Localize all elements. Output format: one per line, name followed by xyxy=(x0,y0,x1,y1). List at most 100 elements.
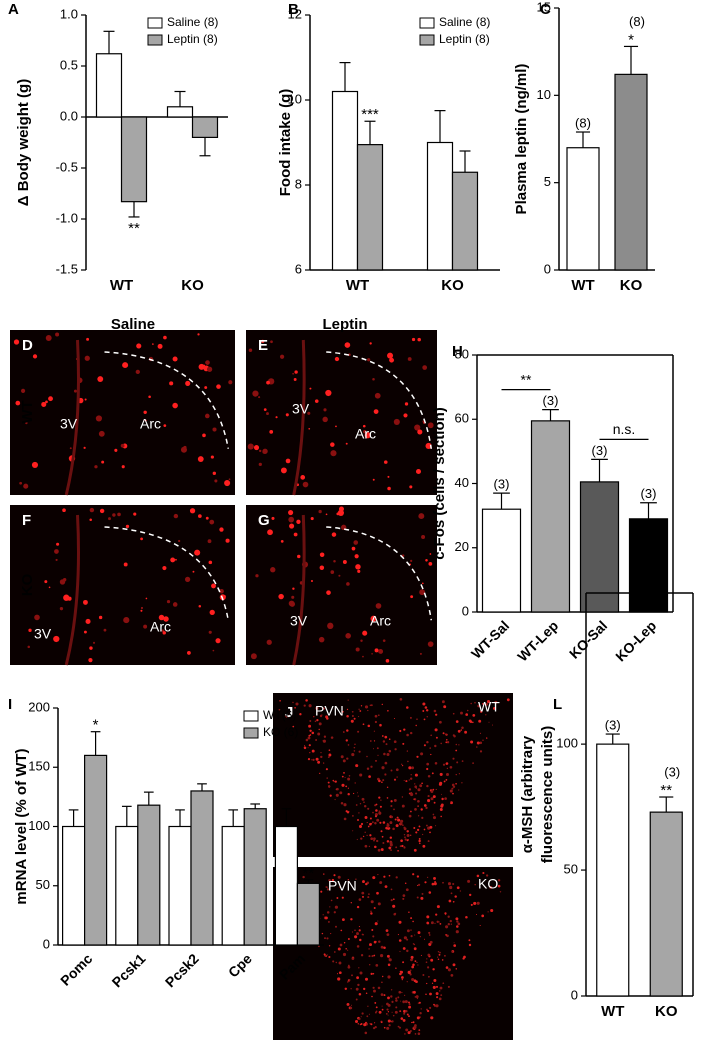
panel-letter: F xyxy=(22,512,31,529)
fiber-dot xyxy=(423,718,426,721)
fiber-dot xyxy=(390,888,393,891)
fiber-dot xyxy=(370,912,373,915)
fiber-dot xyxy=(402,961,405,964)
fiber-dot xyxy=(418,1001,421,1004)
fiber-dot xyxy=(440,815,442,818)
fiber-dot xyxy=(398,1026,402,1029)
fiber-dot xyxy=(387,709,389,712)
fiber-dot xyxy=(330,899,333,902)
fiber-dot xyxy=(374,845,377,849)
fiber-dot xyxy=(378,940,381,943)
fiber-dot xyxy=(398,939,402,942)
fiber-dot xyxy=(397,849,399,852)
fiber-dot xyxy=(373,837,376,841)
cell-dot xyxy=(258,462,262,466)
fiber-dot xyxy=(434,880,436,883)
fiber-dot xyxy=(436,905,440,909)
fiber-dot xyxy=(346,729,349,732)
y-tick-label: 40 xyxy=(455,475,469,490)
fiber-dot xyxy=(362,895,364,898)
fiber-dot xyxy=(411,766,415,770)
fiber-dot xyxy=(326,777,328,779)
fiber-dot xyxy=(393,717,396,720)
ventricle-outline xyxy=(64,514,80,666)
fiber-dot xyxy=(455,917,459,921)
cell-dot xyxy=(266,412,269,415)
fiber-dot xyxy=(426,740,429,744)
y-axis-label: c-Fos (cells / section) xyxy=(431,407,448,560)
cell-dot xyxy=(197,333,200,336)
cell-dot xyxy=(95,415,103,422)
fiber-dot xyxy=(486,737,488,739)
fiber-dot xyxy=(412,920,414,923)
fiber-dot xyxy=(480,710,483,713)
cell-dot xyxy=(373,409,379,414)
fiber-dot xyxy=(387,1019,391,1023)
fiber-dot xyxy=(411,965,415,969)
cell-dot xyxy=(205,413,210,419)
cell-dot xyxy=(170,557,176,563)
cell-dot xyxy=(278,593,284,600)
fiber-dot xyxy=(347,965,351,969)
fiber-dot xyxy=(455,749,458,752)
y-tick-label: 100 xyxy=(28,818,50,833)
cell-dot xyxy=(97,376,104,382)
fiber-dot xyxy=(383,1026,386,1029)
row-title: WT xyxy=(19,400,36,423)
fiber-dot xyxy=(369,822,372,826)
fiber-dot xyxy=(400,1000,402,1002)
cell-dot xyxy=(330,570,335,574)
fiber-dot xyxy=(428,891,432,894)
cell-dot xyxy=(13,339,20,345)
fiber-dot xyxy=(358,750,361,753)
fiber-dot xyxy=(403,779,405,781)
region-label: 3V xyxy=(290,613,308,629)
fiber-dot xyxy=(435,736,438,739)
column-title: Saline xyxy=(111,316,155,333)
fiber-dot xyxy=(382,821,386,824)
fiber-dot xyxy=(334,798,336,801)
ventricle-outline xyxy=(292,514,306,666)
legend-swatch xyxy=(147,34,163,46)
fiber-dot xyxy=(400,839,403,843)
fiber-dot xyxy=(384,761,388,765)
fiber-dot xyxy=(342,952,347,957)
cell-dot xyxy=(419,652,422,655)
region-label: Arc xyxy=(370,613,391,629)
fiber-dot xyxy=(412,943,415,945)
fiber-dot xyxy=(365,882,368,886)
fiber-dot xyxy=(377,986,381,990)
y-axis-label: mRNA level (% of WT) xyxy=(13,748,30,904)
fiber-dot xyxy=(410,935,413,938)
cell-dot xyxy=(342,560,347,564)
fiber-dot xyxy=(447,968,451,972)
fiber-dot xyxy=(352,792,355,795)
region-label: Arc xyxy=(150,619,171,635)
significance-label: ** xyxy=(303,865,315,882)
fiber-dot xyxy=(380,954,384,958)
fiber-dot xyxy=(356,905,360,909)
fiber-dot xyxy=(337,947,341,951)
fiber-dot xyxy=(382,842,385,844)
fiber-dot xyxy=(351,715,354,717)
fiber-dot xyxy=(367,807,370,810)
fiber-dot xyxy=(410,917,413,920)
fiber-dot xyxy=(420,752,424,756)
cell-dot xyxy=(214,479,218,483)
fiber-dot xyxy=(381,1005,383,1007)
fiber-dot xyxy=(366,755,368,758)
fiber-dot xyxy=(374,714,378,718)
fiber-dot xyxy=(452,792,454,795)
fiber-dot xyxy=(362,934,365,936)
fiber-dot xyxy=(443,780,446,783)
fiber-dot xyxy=(356,976,359,980)
cell-dot xyxy=(387,486,391,491)
cell-dot xyxy=(262,450,267,454)
fiber-dot xyxy=(416,961,418,963)
fiber-dot xyxy=(379,723,382,727)
fiber-dot xyxy=(485,702,489,706)
cell-dot xyxy=(291,595,295,599)
fiber-dot xyxy=(358,926,360,928)
fiber-dot xyxy=(406,733,409,737)
significance-label: * xyxy=(93,717,99,734)
